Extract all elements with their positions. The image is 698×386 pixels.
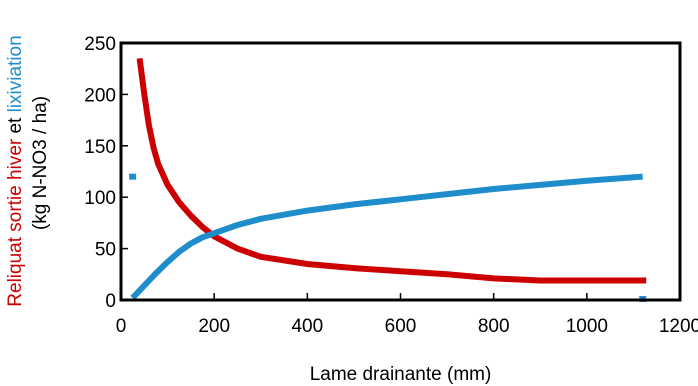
x-tick-label: 600 xyxy=(385,316,417,337)
y-tick-label: 150 xyxy=(84,137,116,158)
plot-frame xyxy=(119,41,682,302)
series-1-end-marker xyxy=(639,277,647,284)
x-tick-label: 200 xyxy=(198,316,230,337)
x-tick-label: 1000 xyxy=(566,316,608,337)
y-tick-label: 200 xyxy=(84,85,116,106)
x-tick-label: 1200 xyxy=(659,316,698,337)
series-2-end-marker xyxy=(129,173,137,180)
plot-marks xyxy=(129,58,647,302)
y-axis-title-line1: Reliquat sortie hiver et lixiviation xyxy=(5,35,26,306)
x-tick-label: 400 xyxy=(291,316,323,337)
series-line-2 xyxy=(130,173,643,300)
y-axis-title-part: lixiviation xyxy=(5,35,26,112)
x-tick-label: 0 xyxy=(116,316,127,337)
y-tick-label: 100 xyxy=(84,188,116,209)
y-axis-title-line2: (kg N-NO3 / ha) xyxy=(30,96,51,230)
y-tick-label: 50 xyxy=(95,240,116,261)
y-tick-label: 250 xyxy=(84,34,116,55)
x-tick-label: 800 xyxy=(478,316,510,337)
series-line-1 xyxy=(136,58,643,284)
y-axis-title-part: Reliquat sortie hiver xyxy=(5,138,26,307)
x-axis-title: Lame drainante (mm) xyxy=(310,364,492,385)
y-axis-title-part: et xyxy=(5,112,26,138)
axes: 0 200 400 600 800 1000 1200 0 50 100 150 200 250 xyxy=(84,34,698,337)
y-tick-label: 0 xyxy=(105,291,116,312)
